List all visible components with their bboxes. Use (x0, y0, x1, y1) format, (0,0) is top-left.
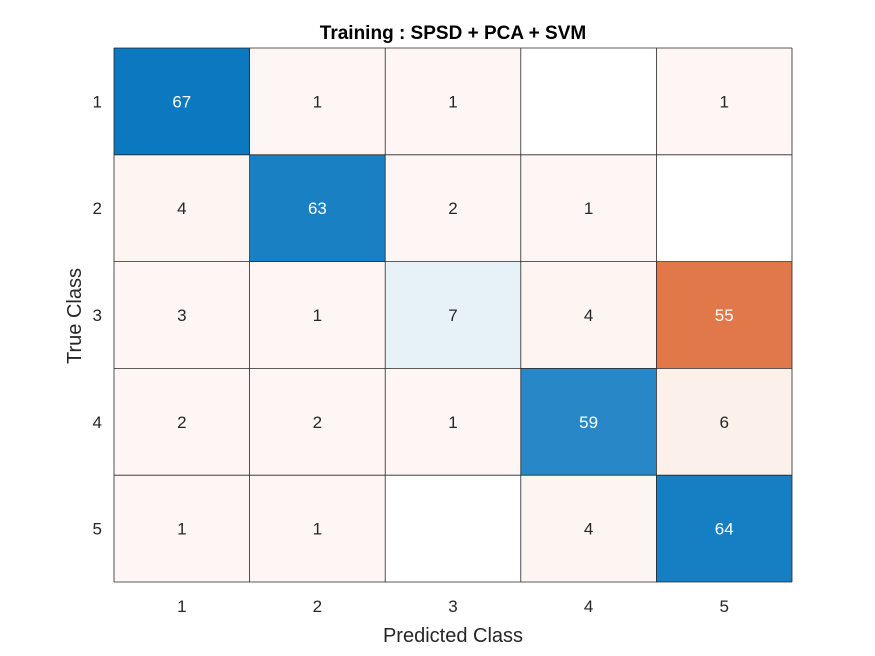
cell-r4-c2 (249, 368, 386, 476)
y-tick-label: 1 (93, 92, 102, 111)
cell-label-r3-c5: 55 (715, 306, 734, 325)
cell-r5-c3 (385, 475, 521, 582)
x-tick-label: 2 (313, 597, 322, 616)
cell-label-r4-c5: 6 (719, 413, 728, 432)
cell-r1-c5 (656, 48, 792, 155)
cell-r4-c4 (520, 368, 657, 476)
x-tick-label: 4 (584, 597, 593, 616)
y-tick-label: 3 (93, 306, 102, 325)
y-axis-label: True Class (64, 268, 86, 364)
cell-r5-c4 (520, 475, 657, 582)
cell-r3-c2 (249, 261, 386, 369)
y-tick-label: 4 (93, 413, 102, 432)
y-tick-label: 2 (93, 199, 102, 218)
cell-label-r4-c2: 2 (313, 413, 322, 432)
cell-r2-c5 (656, 154, 792, 262)
cell-r3-c3 (385, 261, 521, 369)
cell-r5-c2 (249, 475, 386, 582)
cell-r1-c2 (249, 48, 386, 155)
cell-label-r1-c3: 1 (448, 92, 457, 111)
cell-r2-c4 (520, 154, 657, 262)
y-tick-label: 5 (93, 520, 102, 539)
cell-r5-c1 (114, 475, 250, 582)
cell-label-r1-c2: 1 (313, 92, 322, 111)
cell-r2-c2 (249, 154, 386, 262)
cell-label-r5-c2: 1 (313, 520, 322, 539)
cell-label-r3-c2: 1 (313, 306, 322, 325)
cell-r2-c1 (114, 154, 250, 262)
cell-r1-c1 (114, 48, 250, 155)
cell-r4-c3 (385, 368, 521, 476)
cell-label-r1-c1: 67 (172, 92, 191, 111)
cell-r3-c5 (656, 261, 792, 369)
cell-label-r5-c4: 4 (584, 520, 593, 539)
cell-label-r2-c1: 4 (177, 199, 186, 218)
y-tick-labels: 1 2 3 4 5 (93, 92, 102, 538)
cell-r3-c1 (114, 261, 250, 369)
cell-label-r3-c3: 7 (448, 306, 457, 325)
cell-label-r5-c1: 1 (177, 520, 186, 539)
matrix-cell-labels: 67 1 1 1 4 63 2 1 3 1 7 4 55 2 2 1 59 6 1 1 4 64 (172, 92, 733, 538)
cell-label-r3-c1: 3 (177, 306, 186, 325)
cell-label-r1-c5: 1 (719, 92, 728, 111)
matrix-cells (114, 48, 792, 582)
chart-title: Training : SPSD + PCA + SVM (320, 23, 586, 44)
cell-r1-c4 (520, 48, 657, 155)
cell-label-r3-c4: 4 (584, 306, 593, 325)
cell-label-r4-c1: 2 (177, 413, 186, 432)
cell-r2-c3 (385, 154, 521, 262)
x-axis-label: Predicted Class (383, 625, 523, 647)
x-tick-label: 3 (448, 597, 457, 616)
x-tick-label: 5 (719, 597, 728, 616)
cell-r4-c1 (114, 368, 250, 476)
matrix-grid-lines (113, 47, 793, 583)
cell-label-r4-c4: 59 (579, 413, 598, 432)
x-tick-label: 1 (177, 597, 186, 616)
cell-r5-c5 (656, 475, 792, 582)
cell-label-r2-c4: 1 (584, 199, 593, 218)
cell-label-r2-c3: 2 (448, 199, 457, 218)
cell-r3-c4 (520, 261, 657, 369)
cell-label-r5-c5: 64 (715, 520, 734, 539)
cell-label-r2-c2: 63 (308, 199, 327, 218)
cell-r1-c3 (385, 48, 521, 155)
cell-r4-c5 (656, 368, 792, 476)
cell-label-r4-c3: 1 (448, 413, 457, 432)
x-tick-labels: 1 2 3 4 5 (177, 597, 729, 616)
